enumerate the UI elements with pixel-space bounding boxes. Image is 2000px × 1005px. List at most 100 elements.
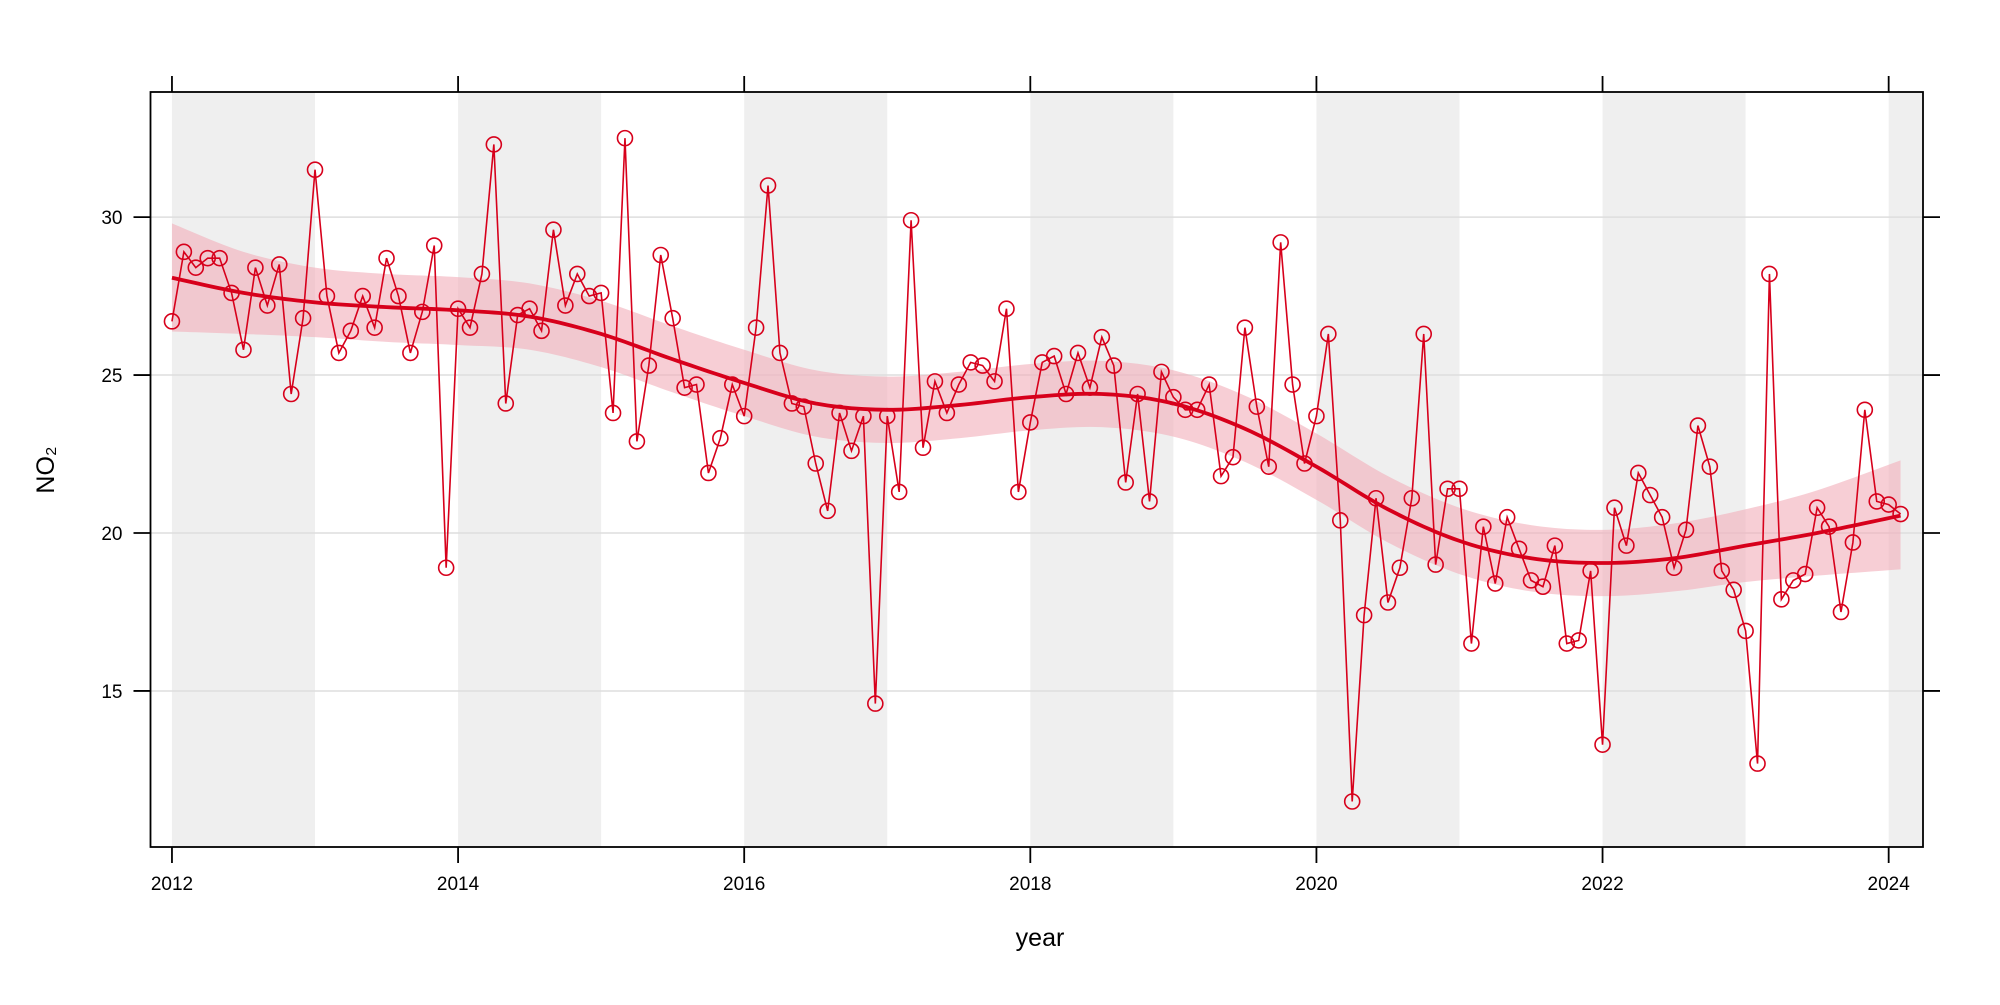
data-point: [1129, 385, 1146, 403]
data-point: [1403, 489, 1421, 507]
data-point: [652, 246, 670, 264]
year-shading: [171, 92, 1923, 847]
data-point: [485, 136, 503, 153]
data-point: [1534, 578, 1552, 595]
data-point: [1594, 736, 1611, 753]
data-point: [425, 237, 443, 254]
data-point: [270, 256, 288, 273]
data-point: [473, 265, 491, 283]
data-point: [1463, 635, 1480, 652]
data-point: [1439, 480, 1456, 498]
data-point: [1260, 458, 1278, 475]
data-point: [1868, 493, 1886, 510]
data-point: [282, 385, 300, 403]
data-point: [330, 344, 348, 362]
data-point: [640, 357, 658, 374]
smooth-trend: [171, 275, 1901, 565]
data-point: [1451, 480, 1468, 498]
data-point: [1141, 493, 1158, 510]
data-point: [1320, 325, 1337, 343]
data-point: [437, 559, 455, 577]
y-tick-label: 20: [101, 524, 122, 545]
y-axis-label: NO₂: [32, 446, 60, 493]
y-tick-label: 30: [101, 208, 122, 229]
data-point: [962, 354, 980, 371]
data-point: [1689, 417, 1707, 434]
data-point: [914, 439, 932, 457]
data-point: [747, 319, 765, 336]
data-point: [1677, 521, 1695, 539]
data-point: [1343, 793, 1361, 810]
data-point: [1808, 499, 1826, 517]
data-point: [1713, 562, 1731, 580]
data-point: [664, 309, 681, 327]
data-point: [1415, 325, 1433, 343]
data-point: [712, 429, 729, 447]
data-point: [402, 344, 419, 362]
data-point: [390, 287, 407, 305]
data-point: [819, 502, 836, 520]
data-point: [1570, 632, 1588, 649]
plot-frame: [149, 91, 1924, 848]
data-point: [163, 313, 181, 330]
data-point: [1725, 581, 1742, 599]
data-point: [1701, 458, 1719, 475]
x-tick-label: 2018: [1009, 874, 1051, 895]
data-point: [1641, 486, 1659, 504]
data-point: [1630, 464, 1647, 482]
data-point: [1248, 398, 1266, 415]
data-point: [688, 376, 705, 393]
data-point: [1379, 594, 1397, 611]
data-point: [1224, 448, 1242, 466]
y-tick-label: 15: [101, 682, 122, 703]
data-point: [1093, 328, 1111, 346]
data-point: [1153, 363, 1170, 381]
data-point: [342, 322, 360, 340]
axes: 15 20 25 30 2012 2014 2016 2018 2020 2022 2024: [101, 76, 1940, 895]
data-point: [1105, 357, 1123, 374]
data-point: [1284, 376, 1301, 393]
data-point: [1618, 537, 1635, 554]
data-point: [1427, 556, 1444, 573]
data-point: [676, 379, 693, 396]
data-point: [735, 407, 753, 425]
data-point: [1212, 467, 1230, 485]
data-point: [1045, 347, 1063, 365]
data-point: [1832, 603, 1850, 621]
data-point: [1856, 401, 1874, 419]
trend-line: [171, 275, 1901, 565]
data-point: [759, 177, 777, 194]
data-point: [1498, 508, 1516, 526]
data-point: [1880, 496, 1897, 513]
data-point: [1665, 559, 1683, 577]
data-point: [533, 322, 550, 340]
data-point: [1844, 534, 1862, 551]
data-point: [628, 433, 646, 450]
data-point: [974, 357, 991, 374]
data-point: [1486, 575, 1504, 592]
data-point: [1820, 518, 1838, 535]
data-point: [604, 404, 622, 422]
data-point: [557, 297, 574, 314]
year-shade-2012: [171, 92, 316, 847]
data-point: [1558, 635, 1576, 652]
data-point: [986, 373, 1003, 390]
data-point: [902, 211, 920, 229]
data-point: [1892, 505, 1909, 523]
data-point: [807, 455, 825, 472]
year-shade-2022: [1602, 92, 1746, 847]
data-point: [1475, 518, 1492, 535]
data-point: [1117, 474, 1134, 491]
data-point: [616, 129, 634, 147]
x-axis-label: year: [1016, 924, 1065, 952]
data-point: [1236, 319, 1254, 336]
data-point: [1331, 512, 1349, 529]
year-shade-2014: [458, 92, 602, 847]
data-point: [1355, 606, 1373, 624]
data-point: [926, 373, 944, 390]
data-point: [354, 287, 372, 305]
data-point: [1546, 537, 1564, 554]
data-point: [247, 259, 264, 276]
data-point: [187, 259, 205, 276]
data-point: [700, 464, 717, 482]
